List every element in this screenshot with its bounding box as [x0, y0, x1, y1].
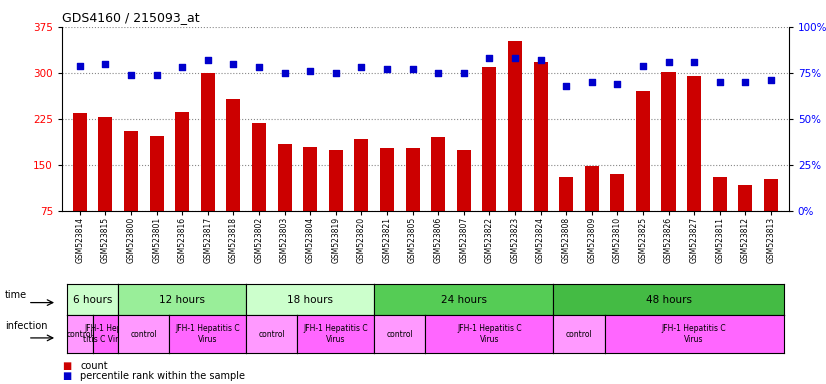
Bar	[585, 166, 599, 211]
Point	[534, 57, 547, 63]
Text: ■: ■	[62, 361, 71, 371]
Text: time: time	[5, 290, 27, 300]
Point	[662, 59, 675, 65]
Bar	[610, 174, 624, 211]
Point	[406, 66, 420, 72]
Point	[636, 63, 649, 69]
Text: JFH-1 Hepatitis C
Virus: JFH-1 Hepatitis C Virus	[662, 324, 726, 344]
Point	[738, 79, 752, 85]
Bar	[713, 177, 727, 211]
Text: 48 hours: 48 hours	[646, 295, 691, 305]
Bar	[98, 117, 112, 211]
Bar	[457, 150, 471, 211]
Text: infection: infection	[5, 321, 47, 331]
Point	[99, 61, 112, 67]
Bar	[406, 148, 420, 211]
Point	[381, 66, 394, 72]
Bar	[738, 185, 752, 211]
Point	[355, 65, 368, 71]
Bar	[73, 113, 87, 211]
Text: 12 hours: 12 hours	[159, 295, 205, 305]
Text: control: control	[66, 329, 93, 339]
Bar	[329, 150, 343, 211]
Bar	[687, 76, 701, 211]
Text: JFH-1 Hepatitis C
Virus: JFH-1 Hepatitis C Virus	[457, 324, 522, 344]
Bar	[124, 131, 138, 211]
Bar	[226, 99, 240, 211]
Point	[227, 61, 240, 67]
Point	[713, 79, 726, 85]
Point	[508, 55, 521, 61]
Text: 18 hours: 18 hours	[287, 295, 333, 305]
Bar	[175, 112, 189, 211]
Point	[431, 70, 444, 76]
Point	[482, 55, 496, 61]
Bar	[303, 147, 317, 211]
Bar	[482, 67, 496, 211]
Bar	[380, 148, 394, 211]
Text: JFH-1 Hepatitis C
Virus: JFH-1 Hepatitis C Virus	[176, 324, 240, 344]
Text: JFH-1 Hepa
titis C Virus: JFH-1 Hepa titis C Virus	[83, 324, 127, 344]
Text: control: control	[131, 329, 157, 339]
Text: GDS4160 / 215093_at: GDS4160 / 215093_at	[62, 12, 200, 25]
Point	[330, 70, 343, 76]
Bar	[508, 41, 522, 211]
Bar	[354, 139, 368, 211]
Text: control: control	[259, 329, 285, 339]
Bar	[252, 123, 266, 211]
Text: count: count	[80, 361, 107, 371]
Point	[74, 63, 87, 69]
Point	[304, 68, 317, 74]
Text: 6 hours: 6 hours	[73, 295, 112, 305]
Text: ■: ■	[62, 371, 71, 381]
Bar	[662, 72, 676, 211]
Text: 24 hours: 24 hours	[441, 295, 487, 305]
Text: percentile rank within the sample: percentile rank within the sample	[80, 371, 245, 381]
Point	[278, 70, 292, 76]
Bar	[278, 144, 292, 211]
Bar	[764, 179, 778, 211]
Point	[253, 65, 266, 71]
Point	[585, 79, 598, 85]
Point	[610, 81, 624, 87]
Bar	[150, 136, 164, 211]
Point	[457, 70, 470, 76]
Bar	[431, 137, 445, 211]
Point	[764, 77, 777, 83]
Bar	[201, 73, 215, 211]
Text: JFH-1 Hepatitis C
Virus: JFH-1 Hepatitis C Virus	[303, 324, 368, 344]
Point	[176, 65, 189, 71]
Point	[202, 57, 215, 63]
Bar	[534, 62, 548, 211]
Bar	[559, 177, 573, 211]
Text: control: control	[387, 329, 413, 339]
Point	[687, 59, 700, 65]
Point	[559, 83, 572, 89]
Bar	[636, 91, 650, 211]
Text: control: control	[566, 329, 592, 339]
Point	[150, 72, 164, 78]
Point	[125, 72, 138, 78]
